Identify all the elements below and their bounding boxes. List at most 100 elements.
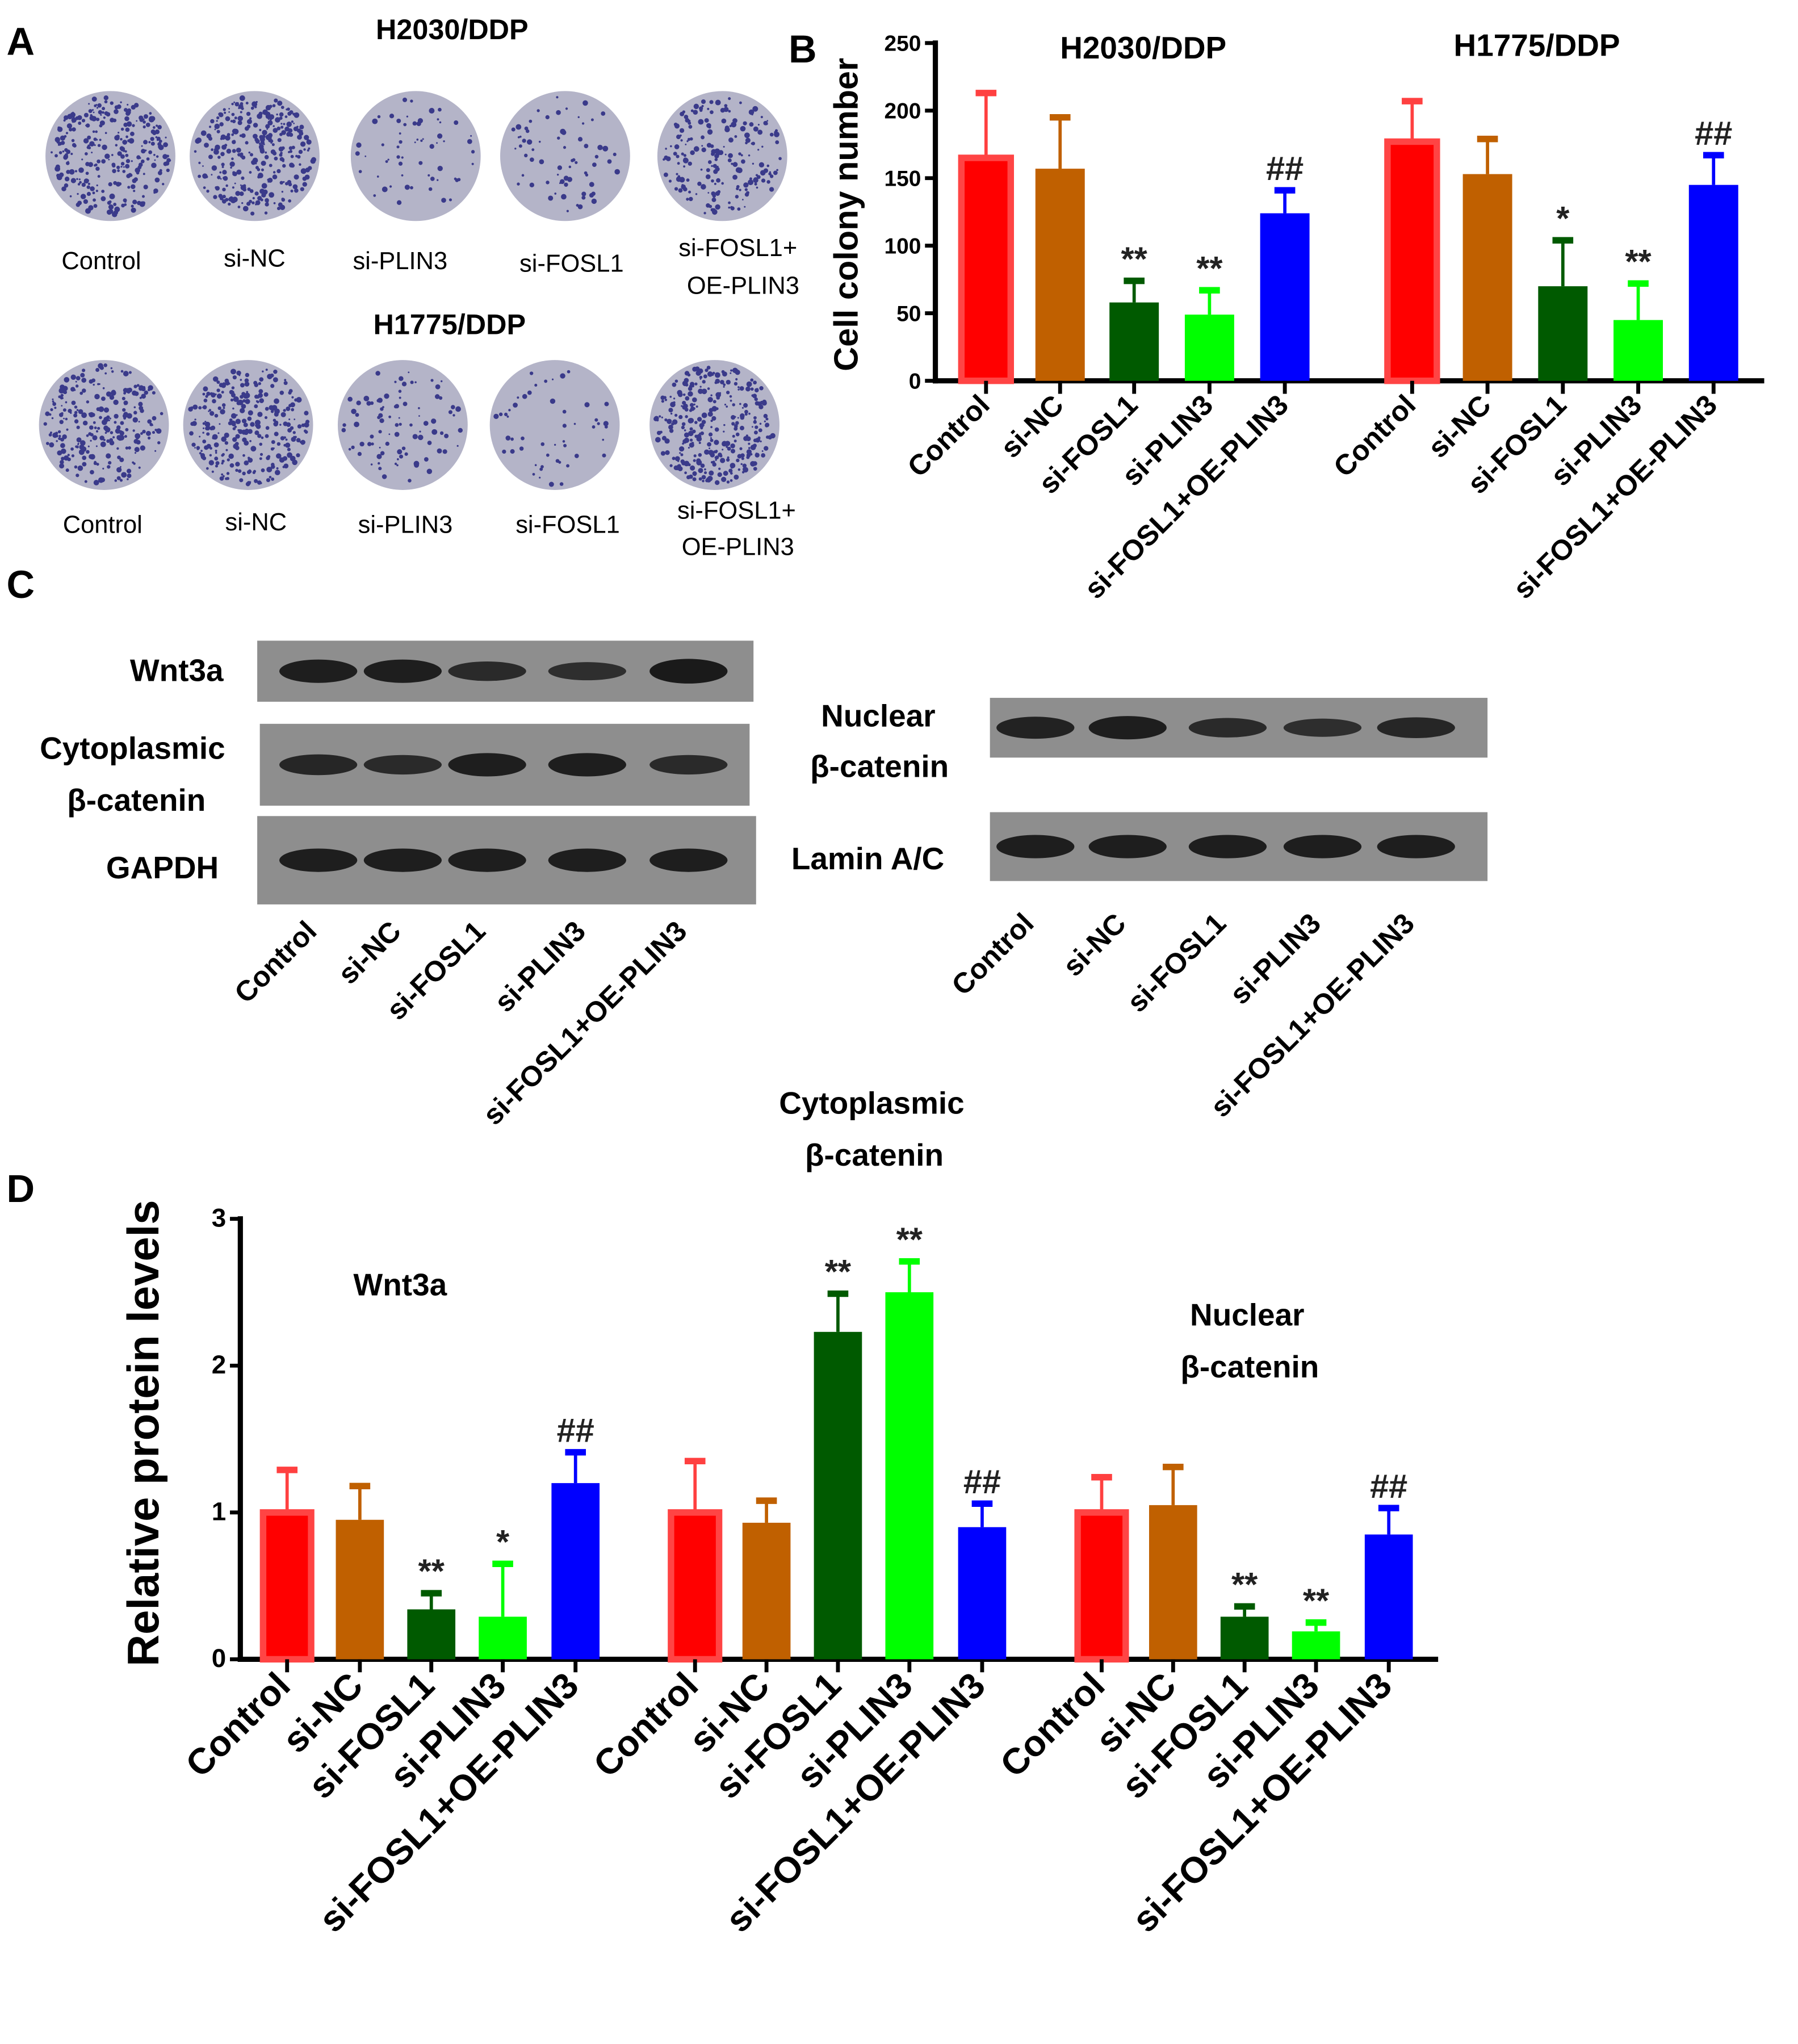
colony-dot [141, 393, 146, 399]
colony-dot [71, 400, 76, 405]
colony-dot [139, 396, 142, 399]
colony-dot [162, 183, 165, 186]
colony-dot [435, 384, 441, 389]
colony-dot [297, 424, 302, 429]
colony-dot [376, 175, 379, 178]
colony-dot [556, 173, 559, 176]
colony-dot [204, 143, 207, 145]
colony-dot [752, 393, 757, 399]
colony-dot [700, 426, 703, 430]
colony-dot [449, 198, 452, 202]
colony-dot [240, 185, 246, 191]
colony-dot [119, 479, 123, 482]
blot-label-lamin: Lamin A/C [791, 841, 944, 876]
colony-dot [740, 415, 745, 420]
colony-dot [280, 412, 286, 417]
colony-dot [394, 462, 397, 466]
colony-dot [107, 200, 111, 205]
blot-band [1188, 835, 1267, 858]
colony-dot [437, 179, 439, 181]
colony-dot [566, 210, 569, 212]
colony-dot [518, 144, 522, 148]
colony-dot [522, 393, 527, 399]
colony-dot [355, 151, 360, 156]
colony-dot [283, 463, 289, 469]
colony-dot [394, 432, 400, 437]
colony-dot [698, 441, 701, 445]
colony-dot [154, 159, 156, 161]
colony-dot [534, 464, 537, 466]
colony-dot [682, 110, 686, 114]
colony-dot [121, 203, 125, 208]
colony-dot [396, 145, 400, 149]
colony-dot [263, 392, 269, 397]
colony-dot [764, 447, 766, 450]
colony-dot [70, 178, 76, 183]
colony-dot [363, 395, 370, 401]
colony-dot [89, 141, 95, 147]
colony-dot [742, 463, 747, 468]
colony-dot [231, 157, 234, 161]
colony-dot [562, 424, 567, 428]
colony-dot [740, 425, 745, 430]
colony-dot [141, 145, 143, 147]
panel-letter-a: A [6, 19, 35, 63]
plate-dish [350, 91, 481, 221]
colony-dot [731, 422, 735, 426]
colony-dot [592, 162, 597, 167]
colony-dot [684, 115, 689, 119]
colony-dot [62, 386, 68, 391]
colony-dot [237, 115, 244, 122]
colony-dot [90, 114, 93, 117]
colony-dot [728, 153, 733, 158]
colony-dot [276, 207, 281, 211]
colony-dot [710, 144, 714, 148]
significance-marker: ** [825, 1253, 852, 1291]
colony-dot [206, 189, 209, 193]
colony-dot [288, 132, 294, 137]
colony-dot [279, 132, 283, 136]
bar [885, 1292, 934, 1660]
colony-dot [728, 110, 731, 113]
colony-dot [418, 161, 423, 165]
colony-dot [262, 129, 267, 136]
colony-dot [148, 141, 151, 144]
colony-dot [82, 462, 87, 467]
colony-dot [230, 120, 233, 123]
colony-dot [229, 418, 233, 422]
blot-label-nuclear: Nuclear [821, 698, 935, 733]
colony-dot [235, 434, 240, 439]
colony-dot [691, 465, 694, 468]
colony-dot [702, 424, 705, 426]
colony-dot [203, 405, 207, 409]
colony-dot [58, 395, 61, 399]
colony-dot [419, 430, 421, 433]
colony-dot [219, 423, 221, 425]
colony-dot [741, 471, 745, 474]
colony-dot [127, 468, 132, 474]
colony-dot [60, 460, 64, 464]
colony-dot [78, 409, 83, 414]
colony-dot [222, 170, 227, 175]
colony-dot [401, 156, 404, 159]
colony-dot [279, 181, 283, 185]
colony-dot [265, 124, 270, 129]
colony-dot [713, 164, 717, 168]
colony-dot [385, 160, 388, 164]
colony-dot [763, 413, 768, 418]
colony-dot [249, 117, 252, 120]
colony-dot [297, 154, 301, 159]
panel-letter-b: B [789, 27, 817, 71]
colony-dot [252, 101, 258, 107]
colony-dot [306, 139, 312, 145]
plate-label: si-FOSL1+ [678, 234, 797, 262]
colony-dot [589, 192, 594, 198]
colony-dot [304, 422, 309, 428]
colony-dot [246, 202, 251, 206]
colony-dot [265, 202, 269, 207]
colony-dot [45, 411, 50, 416]
colony-dot [274, 432, 279, 437]
colony-dot [417, 118, 424, 124]
colony-dot [347, 396, 353, 402]
colony-dot [221, 144, 227, 150]
